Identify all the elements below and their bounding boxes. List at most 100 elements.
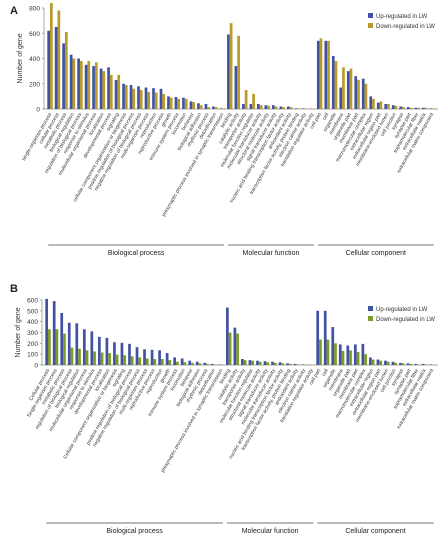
bar-down-44 <box>379 360 382 365</box>
bar-up-36 <box>316 310 320 365</box>
bar-down-8 <box>108 353 111 365</box>
bar-down-29 <box>266 362 270 365</box>
group-label: Molecular function <box>242 528 299 535</box>
bar-up-47 <box>399 106 403 109</box>
bar-down-18 <box>183 362 187 365</box>
y-tick-label: 500 <box>27 308 38 315</box>
bar-up-32 <box>286 363 289 366</box>
bar-up-0 <box>47 30 50 109</box>
bar-down-39 <box>341 350 345 365</box>
bar-down-5 <box>85 350 89 366</box>
bar-down-37 <box>326 339 330 365</box>
bar-down-41 <box>356 352 360 365</box>
bar-up-5 <box>82 329 86 365</box>
y-tick-label: 800 <box>29 6 40 13</box>
y-axis-title: Number of gene <box>15 307 22 357</box>
legend-swatch <box>368 13 373 18</box>
bar-up-41 <box>353 344 357 365</box>
bar-down-8 <box>109 74 113 109</box>
bar-up-38 <box>331 55 335 109</box>
bar-up-40 <box>346 71 350 110</box>
bar-up-12 <box>135 347 139 366</box>
bar-down-11 <box>132 88 136 109</box>
bar-up-10 <box>122 83 125 109</box>
bar-up-13 <box>144 87 148 109</box>
bar-up-16 <box>165 353 169 365</box>
bar-up-50 <box>421 363 425 365</box>
bar-down-33 <box>297 108 300 109</box>
bar-down-26 <box>243 360 247 366</box>
bar-down-22 <box>213 364 217 365</box>
bar-up-34 <box>301 108 305 109</box>
x-tick-label: cell <box>321 368 330 378</box>
bar-up-26 <box>242 103 245 109</box>
bar-down-48 <box>409 363 413 365</box>
bar-down-28 <box>258 361 262 365</box>
bar-up-47 <box>399 362 402 365</box>
bar-down-36 <box>319 38 323 109</box>
bar-down-12 <box>139 90 143 109</box>
bar-down-46 <box>394 362 398 365</box>
bar-up-19 <box>188 360 192 365</box>
bar-down-33 <box>296 364 300 365</box>
bar-down-15 <box>160 359 164 365</box>
bar-down-19 <box>191 362 194 365</box>
bar-down-21 <box>207 107 210 109</box>
bar-up-26 <box>241 359 244 365</box>
legend-swatch <box>368 23 373 28</box>
bar-up-9 <box>113 342 116 365</box>
bar-up-14 <box>150 349 154 365</box>
bar-up-1 <box>52 301 56 365</box>
bar-down-30 <box>273 362 277 365</box>
bar-up-23 <box>218 364 222 365</box>
bar-down-17 <box>176 361 179 365</box>
bar-down-11 <box>130 356 134 365</box>
bar-up-34 <box>301 364 304 365</box>
bar-up-30 <box>271 361 274 365</box>
panel-label: A <box>10 5 18 17</box>
bar-down-19 <box>192 102 196 109</box>
bar-up-32 <box>286 106 290 109</box>
bar-up-45 <box>384 103 388 109</box>
bar-up-4 <box>75 323 79 365</box>
bar-up-21 <box>203 362 207 365</box>
bar-up-15 <box>159 88 163 109</box>
bar-down-50 <box>424 107 428 109</box>
bar-up-46 <box>391 361 395 365</box>
bar-down-28 <box>259 105 263 109</box>
bar-up-49 <box>414 363 417 365</box>
bar-up-21 <box>204 103 208 109</box>
bar-down-22 <box>214 107 218 109</box>
group-label: Biological process <box>106 528 163 535</box>
bar-up-6 <box>90 331 94 365</box>
bar-down-6 <box>94 62 98 109</box>
bar-down-37 <box>327 40 330 109</box>
bar-down-7 <box>100 352 104 365</box>
y-tick-label: 100 <box>27 352 38 359</box>
legend-swatch <box>368 306 373 311</box>
bar-up-36 <box>316 40 320 109</box>
bar-up-18 <box>182 97 185 109</box>
bar-down-38 <box>334 61 338 109</box>
bar-down-47 <box>401 363 405 366</box>
bar-down-26 <box>244 90 248 109</box>
bar-up-28 <box>257 103 260 109</box>
bar-up-6 <box>92 66 95 109</box>
y-tick-label: 200 <box>27 341 38 348</box>
bar-up-29 <box>263 361 267 365</box>
bar-up-19 <box>189 101 193 109</box>
bar-down-6 <box>93 351 96 365</box>
bar-up-17 <box>173 357 177 365</box>
bar-down-7 <box>102 71 106 110</box>
bar-down-14 <box>154 92 158 109</box>
bar-down-20 <box>199 105 203 109</box>
bar-down-24 <box>229 23 233 109</box>
bar-up-46 <box>391 105 395 109</box>
bar-down-27 <box>251 360 254 365</box>
bar-up-11 <box>128 343 131 366</box>
bar-up-27 <box>248 360 252 366</box>
bar-up-23 <box>219 108 223 109</box>
bar-up-20 <box>197 103 200 109</box>
y-tick-label: 0 <box>36 107 40 114</box>
